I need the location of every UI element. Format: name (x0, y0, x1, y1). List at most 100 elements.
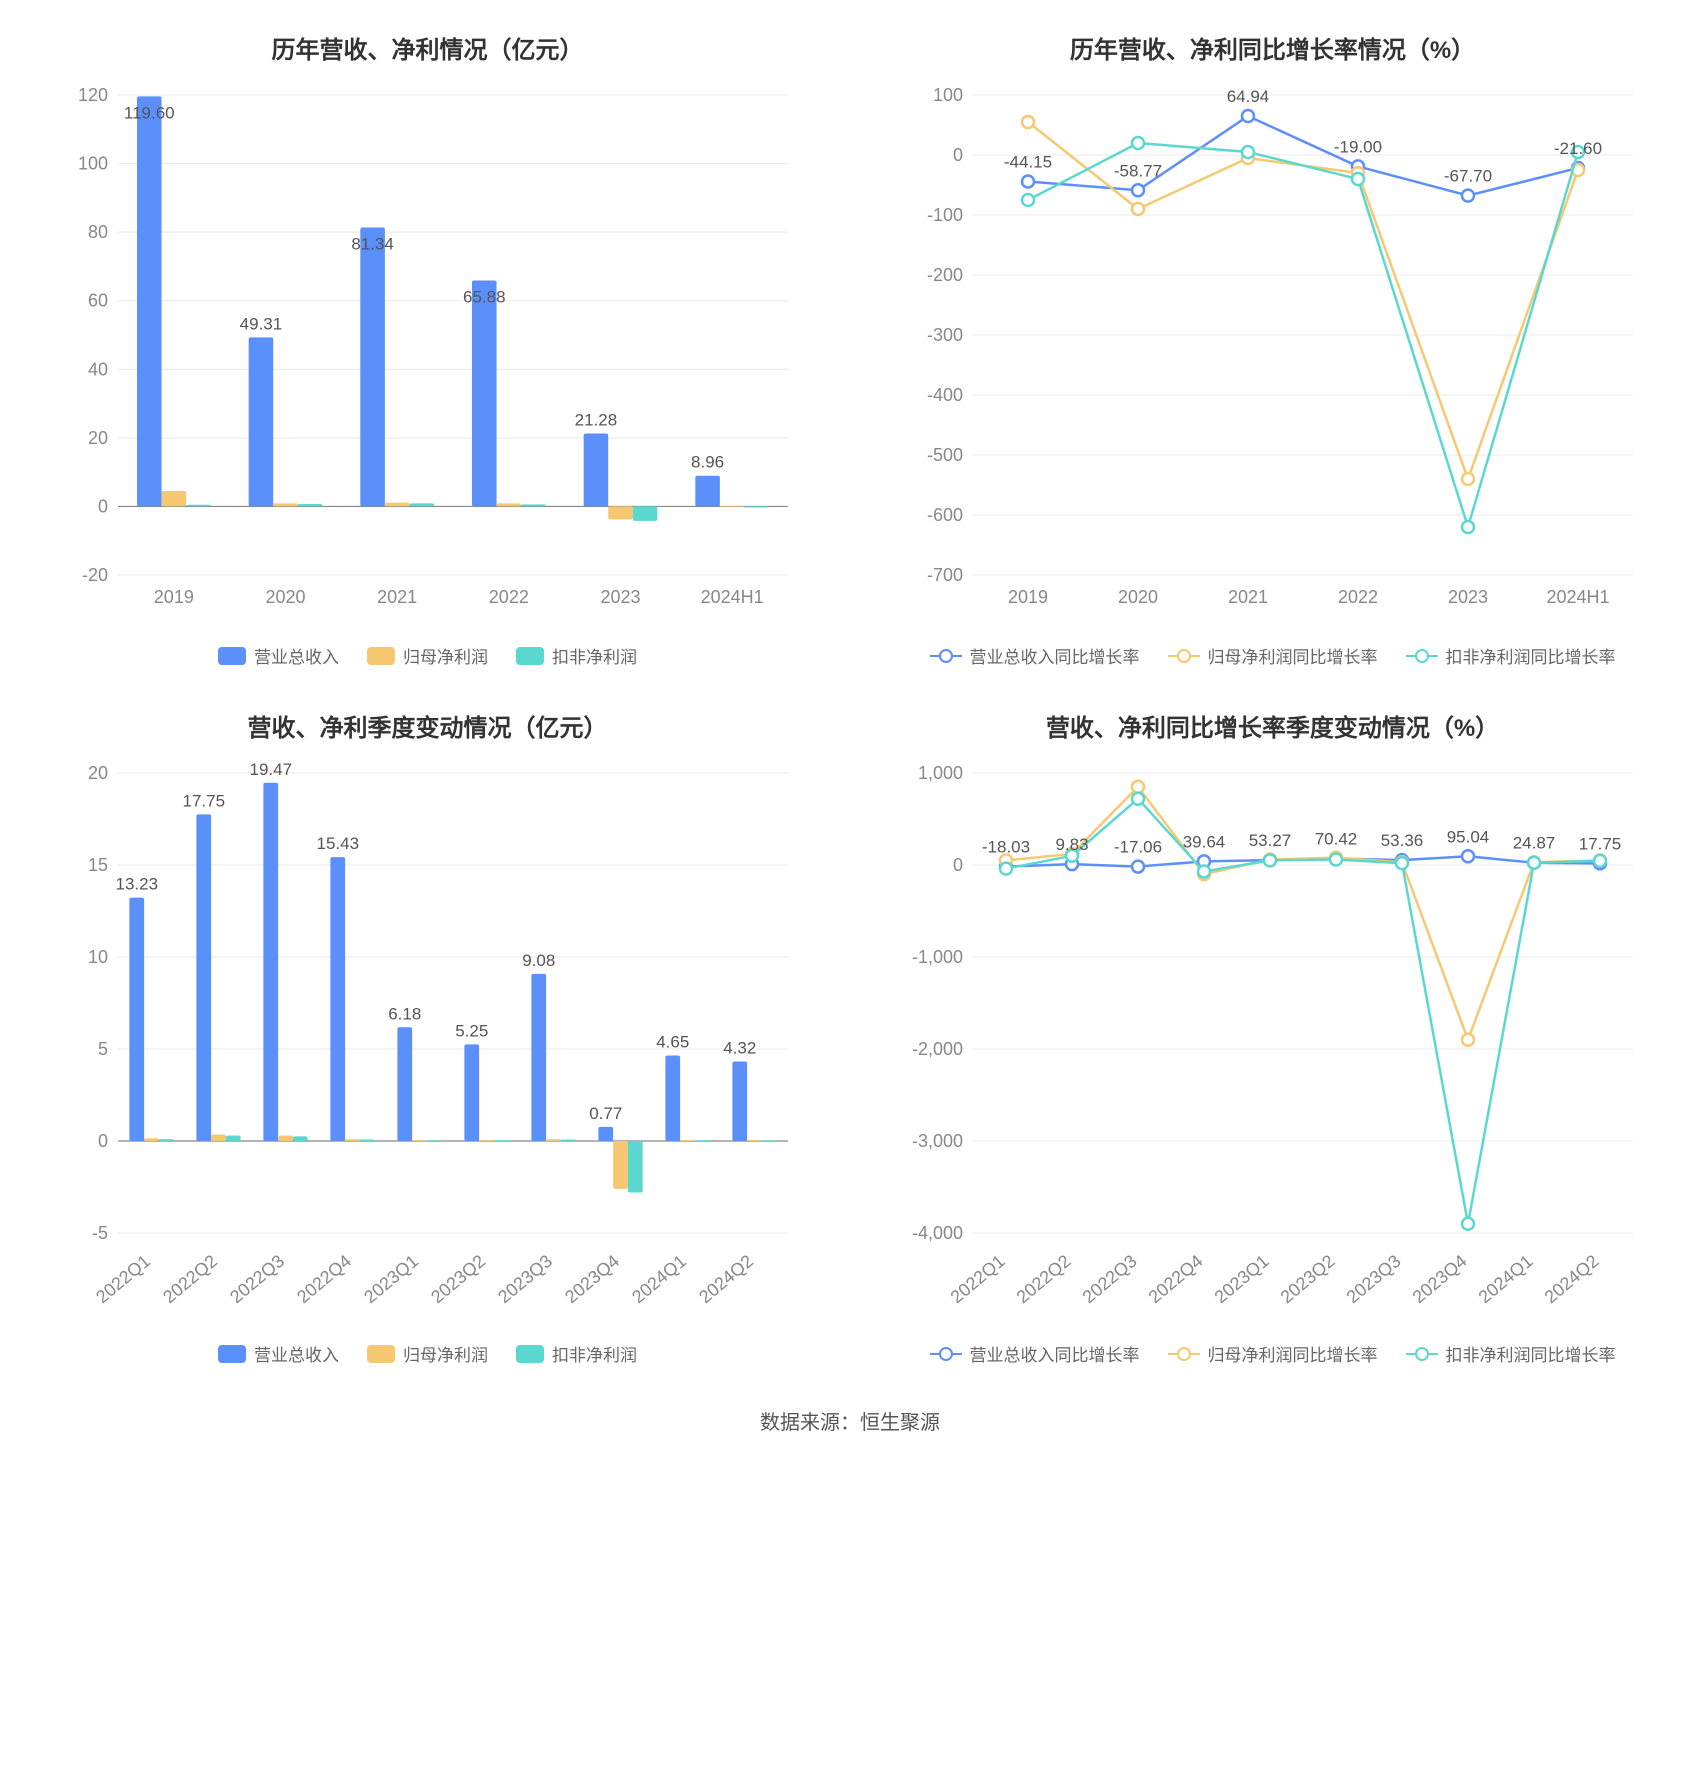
svg-text:-500: -500 (926, 445, 962, 465)
svg-text:40: 40 (87, 359, 107, 379)
chart-title: 历年营收、净利情况（亿元） (272, 30, 584, 65)
svg-text:2024H1: 2024H1 (1546, 587, 1609, 607)
svg-text:4.65: 4.65 (656, 1032, 689, 1051)
svg-text:-58.77: -58.77 (1113, 161, 1161, 180)
svg-text:-400: -400 (926, 385, 962, 405)
svg-text:-5: -5 (91, 1223, 107, 1243)
svg-text:24.87: 24.87 (1512, 834, 1555, 853)
svg-text:2022Q2: 2022Q2 (159, 1251, 221, 1307)
chart-legend: 营业总收入同比增长率 归母净利润同比增长率 扣非净利润同比增长率 (930, 1341, 1616, 1366)
svg-text:2024Q1: 2024Q1 (628, 1251, 690, 1307)
chart-grid: 历年营收、净利情况（亿元） -20020406080100120119.6049… (30, 30, 1670, 1366)
data-source: 数据来源：恒生聚源 (30, 1406, 1670, 1435)
svg-text:0: 0 (952, 855, 962, 875)
svg-text:2022Q3: 2022Q3 (1078, 1251, 1140, 1307)
legend-item: 扣非净利润 (516, 1341, 637, 1366)
svg-text:-18.03: -18.03 (981, 838, 1029, 857)
chart-annual-bar: 历年营收、净利情况（亿元） -20 0 20 40 60 80 100 120 119.60 49… (30, 30, 825, 668)
chart-svg: -700-600-500-400-300-200-1000100-44.15-5… (893, 85, 1653, 625)
svg-text:2019: 2019 (153, 587, 193, 607)
svg-text:-3,000: -3,000 (911, 1131, 962, 1151)
svg-text:119.60: 119.60 (123, 103, 174, 122)
svg-text:-44.15: -44.15 (1003, 152, 1051, 171)
svg-text:120: 120 (77, 85, 107, 105)
legend-item: 营业总收入 (218, 1341, 339, 1366)
svg-text:2019: 2019 (1007, 587, 1047, 607)
legend-item: 归母净利润 (367, 643, 488, 668)
legend-item: 营业总收入同比增长率 (930, 643, 1140, 668)
svg-text:-20: -20 (81, 565, 107, 585)
chart-legend: 营业总收入归母净利润扣非净利润 (218, 1341, 637, 1366)
chart-svg: -50510152013.2317.7519.4715.436.185.259.… (48, 763, 808, 1323)
legend-item: 扣非净利润 (516, 643, 637, 668)
svg-text:20: 20 (87, 428, 107, 448)
legend-item: 营业总收入 (218, 643, 339, 668)
svg-text:-67.70: -67.70 (1443, 167, 1491, 186)
svg-text:2024H1: 2024H1 (700, 587, 763, 607)
svg-text:2023: 2023 (600, 587, 640, 607)
svg-text:-300: -300 (926, 325, 962, 345)
svg-text:2022Q1: 2022Q1 (92, 1251, 154, 1307)
svg-text:19.47: 19.47 (249, 763, 292, 779)
svg-text:2021: 2021 (1227, 587, 1267, 607)
chart-title: 历年营收、净利同比增长率情况（%） (1070, 30, 1475, 65)
chart-svg: -20020406080100120119.6049.3181.3465.882… (48, 85, 808, 625)
svg-text:2024Q2: 2024Q2 (695, 1251, 757, 1307)
svg-text:1,000: 1,000 (917, 763, 962, 783)
svg-text:39.64: 39.64 (1182, 832, 1225, 851)
svg-text:80: 80 (87, 222, 107, 242)
svg-text:0.77: 0.77 (589, 1104, 622, 1123)
svg-text:10: 10 (87, 947, 107, 967)
svg-text:5: 5 (97, 1039, 107, 1059)
svg-text:49.31: 49.31 (239, 314, 282, 333)
chart-title: 营收、净利同比增长率季度变动情况（%） (1046, 708, 1499, 743)
chart-svg: -4,000 -3,000 -2,000 -1,000 0 1,000 -18.03 9.83… (893, 763, 1653, 1323)
svg-text:2022Q3: 2022Q3 (226, 1251, 288, 1307)
svg-text:64.94: 64.94 (1226, 87, 1269, 106)
svg-text:-200: -200 (926, 265, 962, 285)
svg-text:2023Q1: 2023Q1 (360, 1251, 422, 1307)
svg-text:2021: 2021 (377, 587, 417, 607)
svg-text:2024Q2: 2024Q2 (1540, 1251, 1602, 1307)
chart-quarterly-line: 营收、净利同比增长率季度变动情况（%） -4,000 -3,000 -2,000 -1… (875, 708, 1670, 1366)
chart-annual-line: 历年营收、净利同比增长率情况（%） -700-600-500-400-300-2… (875, 30, 1670, 668)
svg-text:2022: 2022 (488, 587, 528, 607)
svg-text:-1,000: -1,000 (911, 947, 962, 967)
svg-text:2023Q3: 2023Q3 (494, 1251, 556, 1307)
svg-text:-21.60: -21.60 (1553, 139, 1601, 158)
svg-text:20: 20 (87, 763, 107, 783)
svg-text:100: 100 (77, 154, 107, 174)
svg-text:2022Q2: 2022Q2 (1012, 1251, 1074, 1307)
chart-title: 营收、净利季度变动情况（亿元） (248, 708, 608, 743)
svg-text:0: 0 (952, 145, 962, 165)
svg-text:2022Q4: 2022Q4 (293, 1251, 355, 1307)
legend-item: 营业总收入同比增长率 (930, 1341, 1140, 1366)
svg-text:15: 15 (87, 855, 107, 875)
svg-text:2023Q1: 2023Q1 (1210, 1251, 1272, 1307)
svg-text:2022Q4: 2022Q4 (1144, 1251, 1206, 1307)
svg-text:2020: 2020 (265, 587, 305, 607)
chart-legend: 营业总收入 归母净利润 扣非净利润 (218, 643, 637, 668)
svg-text:-100: -100 (926, 205, 962, 225)
svg-text:8.96: 8.96 (691, 453, 724, 472)
svg-text:-2,000: -2,000 (911, 1039, 962, 1059)
svg-text:2022Q1: 2022Q1 (946, 1251, 1008, 1307)
legend-item: 扣非净利润同比增长率 (1406, 1341, 1616, 1366)
svg-text:81.34: 81.34 (351, 235, 394, 254)
svg-text:9.08: 9.08 (522, 951, 555, 970)
legend-item: 归母净利润同比增长率 (1168, 1341, 1378, 1366)
svg-text:60: 60 (87, 291, 107, 311)
svg-text:2022: 2022 (1337, 587, 1377, 607)
svg-text:9.83: 9.83 (1055, 835, 1088, 854)
svg-text:2023: 2023 (1447, 587, 1487, 607)
svg-text:53.27: 53.27 (1248, 831, 1291, 850)
svg-text:6.18: 6.18 (388, 1004, 421, 1023)
svg-text:17.75: 17.75 (182, 791, 225, 810)
svg-text:53.36: 53.36 (1380, 831, 1423, 850)
svg-text:2020: 2020 (1117, 587, 1157, 607)
svg-text:-4,000: -4,000 (911, 1223, 962, 1243)
svg-text:0: 0 (97, 496, 107, 516)
svg-text:5.25: 5.25 (455, 1021, 488, 1040)
svg-text:15.43: 15.43 (316, 834, 359, 853)
svg-text:100: 100 (932, 85, 962, 105)
